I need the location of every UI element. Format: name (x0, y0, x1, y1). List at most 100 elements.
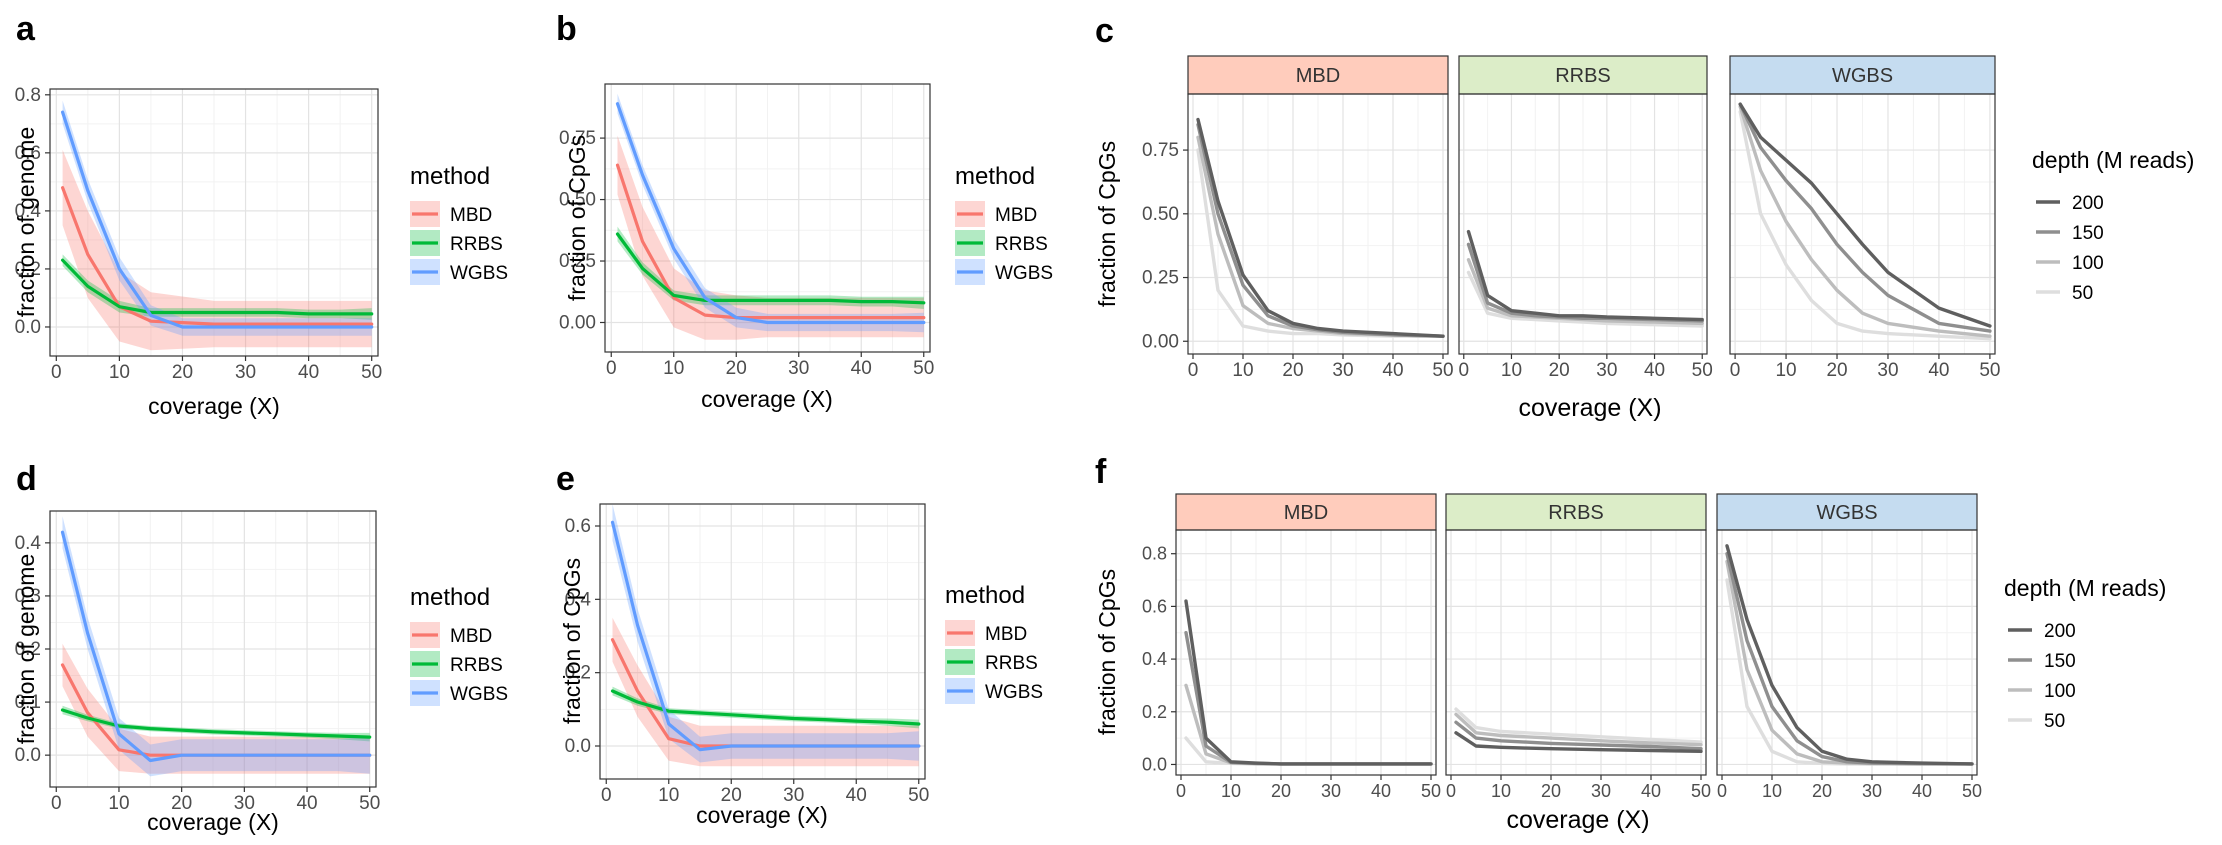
facet-strip-label: RRBS (1548, 502, 1604, 524)
chart-panel-e: e 0 10 20 30 40 50 0.0 0.2 0.4 0.6 coverage (X) frac… (556, 460, 1043, 828)
series-line-depth-200 (1725, 544, 1974, 766)
series-line-depth-50 (1738, 110, 1992, 341)
x-tick-label: 50 (1691, 781, 1711, 801)
y-tick-label: 0.1 (15, 692, 41, 713)
panel-label: c (1095, 12, 1114, 50)
x-tick-label: 30 (788, 358, 809, 379)
facet-mbd: MBD 0 10 20 30 40 50 0.00 0.25 0.50 0.75 (1142, 55, 1454, 381)
facet-strip-label: WGBS (1816, 502, 1877, 524)
x-tick-label: 10 (658, 785, 679, 806)
x-tick-label: 0 (1446, 781, 1456, 801)
y-tick-label: 0.50 (1142, 204, 1179, 225)
x-axis-label: coverage (X) (147, 809, 279, 835)
legend-item-depth-200: 200 (2044, 621, 2076, 642)
chart-panel-c: c MBD 0 10 20 30 40 50 0.00 0.25 0.50 0.75 RRBS 0 10 20… (1094, 12, 2194, 422)
chart-panel-f: f MBD 0 10 20 30 40 50 0.0 0.2 0.4 0.6 0.8 RRBS 0 10 20 3… (1094, 453, 2166, 834)
facet-strip-label: MBD (1284, 502, 1328, 524)
y-tick-label: 0.2 (15, 259, 41, 280)
method-legend: method MBD RRBS WGBS (410, 584, 508, 706)
legend-title: depth (M reads) (2032, 147, 2194, 173)
x-tick-label: 40 (1644, 360, 1665, 381)
x-tick-label: 20 (171, 793, 192, 814)
x-tick-label: 50 (359, 793, 380, 814)
series-line-depth-50 (1454, 707, 1703, 744)
series-line-depth-150 (1738, 102, 1992, 333)
legend-item-depth-50: 50 (2072, 283, 2093, 304)
x-tick-label: 0 (51, 362, 62, 383)
x-tick-label: 20 (172, 362, 193, 383)
panel-border (1716, 529, 1978, 776)
x-tick-label: 0 (601, 785, 612, 806)
confidence-band-rrbs (612, 686, 919, 729)
legend-item-wgbs: WGBS (985, 682, 1043, 703)
x-tick-label: 0 (1458, 360, 1469, 381)
y-axis-label: fraction of CpGs (559, 558, 585, 724)
legend-title: depth (M reads) (2004, 575, 2166, 601)
series-line-depth-50 (1466, 270, 1704, 328)
confidence-band-mbd (617, 135, 924, 340)
legend-item-depth-150: 150 (2072, 223, 2104, 244)
legend-item-rrbs: RRBS (450, 655, 503, 676)
legend-item-rrbs: RRBS (985, 653, 1038, 674)
confidence-band-mbd (612, 617, 919, 767)
y-tick-label: 0.4 (1142, 649, 1167, 669)
panel-border (1445, 529, 1707, 776)
panel-border (1187, 93, 1449, 355)
panel-border (1729, 93, 1996, 355)
y-tick-label: 0.4 (565, 589, 592, 610)
facet-strip (1445, 493, 1707, 531)
facet-strip-label: WGBS (1832, 65, 1893, 87)
y-tick-label: 0.00 (1142, 331, 1179, 352)
confidence-band-wgbs (612, 504, 919, 763)
y-axis-label: fraction of CpGs (1094, 141, 1120, 307)
facet-mbd: MBD 0 10 20 30 40 50 0.0 0.2 0.4 0.6 0.8 (1142, 493, 1441, 801)
x-tick-label: 40 (851, 358, 872, 379)
x-tick-label: 20 (1549, 360, 1570, 381)
series-line-depth-200 (1454, 731, 1703, 753)
legend-title: method (955, 163, 1035, 190)
legend-item-depth-150: 150 (2044, 651, 2076, 672)
x-axis-label: coverage (X) (1518, 394, 1661, 422)
panel-content (60, 516, 372, 777)
x-tick-label: 0 (51, 793, 62, 814)
y-tick-label: 0.3 (15, 586, 41, 607)
x-tick-label: 0 (606, 358, 617, 379)
legend-item-depth-100: 100 (2072, 253, 2104, 274)
x-tick-label: 20 (1282, 360, 1303, 381)
chart-panel-b: b 0 10 20 30 40 50 0.00 0.25 0.50 0.75 coverage (X)… (556, 10, 1053, 412)
series-line-wgbs (61, 110, 374, 329)
facet-strip-label: RRBS (1555, 65, 1611, 87)
x-tick-label: 30 (1596, 360, 1617, 381)
legend-item-mbd: MBD (985, 624, 1027, 645)
series-line-depth-200 (1466, 229, 1704, 322)
panel-content (615, 93, 926, 340)
x-tick-label: 0 (1717, 781, 1727, 801)
series-line-depth-200 (1738, 102, 1992, 328)
x-tick-label: 10 (1221, 781, 1241, 801)
panel-label: f (1095, 453, 1107, 491)
x-tick-label: 10 (663, 358, 684, 379)
method-legend: method MBD RRBS WGBS (945, 582, 1043, 704)
panel-border (599, 503, 926, 780)
legend-item-wgbs: WGBS (995, 263, 1053, 284)
facet-strip (1175, 493, 1437, 531)
series-line-wgbs (610, 520, 921, 752)
legend-title: method (410, 163, 490, 190)
y-tick-label: 0.00 (559, 312, 596, 333)
panel-border (49, 88, 379, 357)
y-tick-label: 0.75 (559, 128, 596, 149)
x-tick-label: 50 (908, 785, 929, 806)
x-tick-label: 30 (1877, 360, 1898, 381)
x-tick-label: 10 (1491, 781, 1511, 801)
y-axis-label: fraction of CpGs (1094, 569, 1120, 735)
panel-label: b (556, 10, 577, 48)
x-tick-label: 10 (1762, 781, 1782, 801)
legend-item-depth-200: 200 (2072, 193, 2104, 214)
series-line-wgbs (615, 102, 926, 325)
legend-item-wgbs: WGBS (450, 684, 508, 705)
legend-item-mbd: MBD (450, 205, 492, 226)
x-tick-label: 50 (913, 358, 934, 379)
x-tick-label: 0 (1188, 360, 1199, 381)
x-tick-label: 40 (1641, 781, 1661, 801)
x-tick-label: 10 (1775, 360, 1796, 381)
